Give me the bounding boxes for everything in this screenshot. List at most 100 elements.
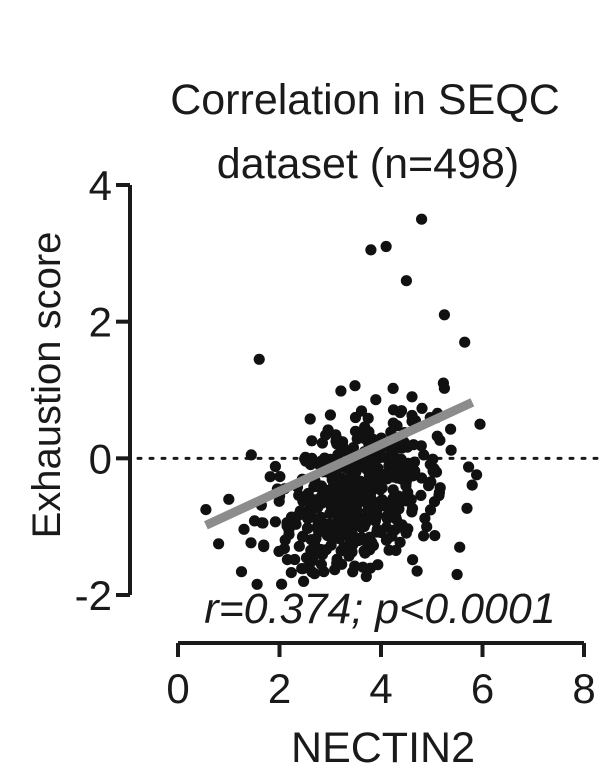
data-point-469 (369, 455, 381, 467)
data-point-9 (451, 568, 463, 581)
data-point-404 (298, 575, 310, 588)
data-point-6 (213, 538, 225, 550)
data-point-447 (400, 480, 412, 492)
data-point-198 (406, 391, 418, 403)
data-point-4 (253, 353, 265, 365)
data-point-424 (385, 455, 397, 467)
correlation-annotation: r=0.374; p<0.0001 (204, 585, 555, 633)
data-point-387 (387, 417, 399, 429)
data-point-497 (331, 474, 343, 486)
data-point-68 (285, 567, 297, 579)
data-point-476 (359, 514, 371, 526)
data-point-7 (223, 493, 235, 505)
data-point-351 (279, 534, 291, 546)
data-point-439 (331, 557, 343, 569)
data-point-474 (408, 456, 421, 468)
data-point-479 (302, 487, 314, 500)
data-point-410 (369, 515, 381, 527)
data-point-0 (416, 213, 428, 225)
data-point-409 (394, 536, 406, 548)
data-point-337 (359, 547, 371, 559)
data-point-430 (418, 530, 430, 542)
data-point-475 (269, 516, 281, 528)
data-point-480 (336, 529, 348, 541)
data-point-282 (406, 502, 419, 515)
data-point-486 (382, 510, 394, 522)
data-point-432 (406, 409, 418, 422)
x-tick-label-4: 8 (572, 665, 595, 712)
data-point-426 (290, 518, 302, 530)
data-point-286 (306, 566, 318, 578)
data-point-246 (411, 565, 423, 577)
data-point-482 (348, 530, 360, 542)
data-point-449 (298, 508, 311, 520)
data-point-185 (293, 540, 305, 552)
data-point-12 (438, 309, 450, 321)
y-tick-label-0: -2 (75, 572, 112, 619)
data-point-397 (315, 480, 328, 492)
data-point-1 (365, 244, 377, 256)
data-point-272 (276, 578, 288, 590)
data-point-461 (362, 500, 374, 512)
data-point-261 (431, 430, 443, 442)
data-point-459 (315, 490, 327, 503)
data-point-180 (269, 460, 281, 473)
data-point-2 (380, 240, 392, 253)
data-point-464 (340, 489, 353, 501)
data-point-453 (370, 506, 383, 518)
data-point-491 (347, 566, 359, 578)
x-tick-label-3: 6 (471, 665, 494, 712)
data-point-290 (386, 499, 399, 511)
data-point-437 (381, 473, 393, 485)
data-point-294 (274, 471, 286, 483)
data-point-484 (372, 470, 384, 482)
data-point-448 (338, 445, 350, 457)
data-point-235 (372, 559, 384, 571)
data-point-438 (409, 465, 421, 477)
data-point-490 (306, 452, 318, 464)
data-point-300 (335, 385, 347, 397)
data-point-492 (427, 465, 439, 477)
data-point-393 (321, 530, 334, 542)
data-point-487 (351, 476, 363, 488)
data-point-346 (407, 439, 420, 451)
data-point-460 (301, 522, 314, 534)
data-point-110 (315, 558, 327, 571)
axes (116, 183, 586, 657)
x-axis-label: NECTIN2 (291, 724, 475, 772)
data-point-271 (324, 409, 336, 421)
data-point-422 (418, 449, 430, 461)
data-point-114 (370, 394, 382, 406)
data-point-10 (474, 418, 486, 430)
data-point-472 (381, 533, 393, 545)
data-point-119 (360, 570, 372, 583)
data-point-273 (387, 484, 399, 496)
data-point-3 (400, 275, 412, 287)
data-point-488 (278, 543, 290, 555)
data-point-429 (445, 423, 457, 435)
chart-title-line-2: dataset (n=498) (217, 140, 519, 188)
x-tick-label-2: 4 (369, 665, 392, 712)
data-point-140 (424, 504, 437, 516)
data-point-5 (200, 504, 212, 516)
data-point-471 (293, 489, 305, 501)
data-point-455 (305, 544, 317, 556)
data-point-157 (235, 566, 248, 578)
regression-line-group (204, 398, 475, 530)
data-point-414 (395, 453, 407, 465)
y-tick-label-2: 2 (89, 299, 112, 346)
data-point-384 (289, 553, 301, 566)
data-point-398 (306, 555, 318, 567)
scatter-points (200, 213, 486, 590)
data-point-366 (427, 453, 439, 465)
data-point-11 (459, 336, 471, 348)
data-point-465 (341, 510, 353, 522)
data-point-489 (392, 467, 405, 479)
data-point-485 (331, 520, 343, 533)
data-point-304 (387, 382, 399, 394)
data-point-238 (380, 521, 393, 533)
data-point-74 (349, 380, 361, 392)
data-point-297 (423, 480, 435, 492)
data-point-8 (454, 541, 466, 553)
data-point-392 (320, 544, 332, 556)
